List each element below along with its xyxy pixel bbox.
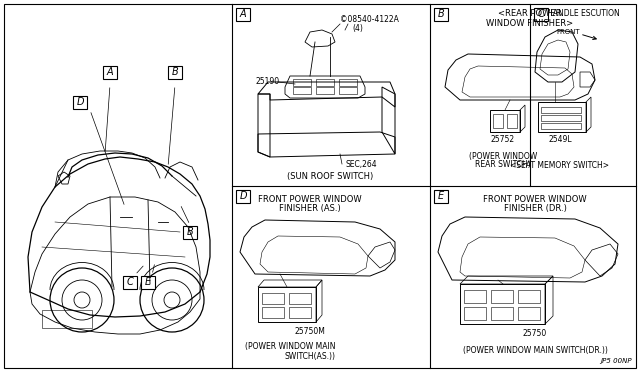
- Bar: [464, 290, 486, 303]
- Bar: [293, 87, 311, 94]
- Text: E: E: [145, 277, 151, 287]
- Bar: [339, 79, 357, 86]
- Text: B: B: [172, 67, 179, 77]
- Bar: [541, 123, 581, 129]
- Text: (POWER WINDOW: (POWER WINDOW: [469, 151, 537, 160]
- Text: <REAR POWER: <REAR POWER: [499, 10, 562, 19]
- Text: SWITCH(AS.)): SWITCH(AS.)): [285, 352, 335, 360]
- Bar: [141, 276, 155, 289]
- Text: JP5 00NP: JP5 00NP: [600, 358, 632, 364]
- Bar: [507, 114, 517, 128]
- Bar: [316, 87, 334, 94]
- Bar: [316, 79, 334, 86]
- Bar: [236, 7, 250, 20]
- Bar: [434, 7, 448, 20]
- Bar: [289, 293, 311, 304]
- Text: D: D: [239, 191, 247, 201]
- Bar: [493, 114, 503, 128]
- Bar: [289, 307, 311, 318]
- Text: (SUN ROOF SWITCH): (SUN ROOF SWITCH): [287, 171, 373, 180]
- Bar: [73, 96, 87, 109]
- Bar: [262, 293, 284, 304]
- Text: B: B: [438, 9, 444, 19]
- Bar: [339, 87, 357, 94]
- Bar: [262, 307, 284, 318]
- Text: HANDLE ESCUTION: HANDLE ESCUTION: [547, 10, 620, 19]
- Bar: [434, 189, 448, 202]
- Text: C: C: [127, 277, 133, 287]
- Bar: [236, 189, 250, 202]
- Bar: [534, 7, 548, 20]
- Text: ©08540-4122A: ©08540-4122A: [340, 16, 399, 25]
- Bar: [293, 79, 311, 86]
- Text: C: C: [538, 9, 545, 19]
- Bar: [183, 225, 197, 238]
- Text: A: A: [107, 67, 113, 77]
- Text: WINDOW FINISHER>: WINDOW FINISHER>: [486, 19, 573, 28]
- Text: FRONT POWER WINDOW: FRONT POWER WINDOW: [258, 196, 362, 205]
- Bar: [103, 65, 117, 78]
- Text: (POWER WINDOW MAIN SWITCH(DR.)): (POWER WINDOW MAIN SWITCH(DR.)): [463, 346, 607, 355]
- Text: SEC,264: SEC,264: [345, 160, 376, 169]
- Text: (POWER WINDOW MAIN: (POWER WINDOW MAIN: [244, 343, 335, 352]
- Bar: [541, 115, 581, 121]
- Text: 25752: 25752: [491, 135, 515, 144]
- Text: D: D: [76, 97, 84, 107]
- Text: <SEAT MEMORY SWITCH>: <SEAT MEMORY SWITCH>: [511, 160, 609, 170]
- Bar: [541, 107, 581, 113]
- Bar: [491, 307, 513, 320]
- Bar: [123, 276, 137, 289]
- Text: 25750: 25750: [523, 330, 547, 339]
- Bar: [518, 290, 540, 303]
- Text: (4): (4): [353, 25, 364, 33]
- Text: FRONT: FRONT: [556, 29, 580, 35]
- Text: FINISHER (DR.): FINISHER (DR.): [504, 205, 566, 214]
- Text: 2549L: 2549L: [548, 135, 572, 144]
- Text: B: B: [187, 227, 193, 237]
- Text: FINISHER (AS.): FINISHER (AS.): [279, 205, 341, 214]
- Text: E: E: [438, 191, 444, 201]
- Bar: [518, 307, 540, 320]
- Text: REAR SWITCH): REAR SWITCH): [475, 160, 531, 170]
- Bar: [168, 65, 182, 78]
- Text: FRONT POWER WINDOW: FRONT POWER WINDOW: [483, 196, 587, 205]
- Bar: [464, 307, 486, 320]
- Text: 25750M: 25750M: [294, 327, 325, 337]
- Text: 25190: 25190: [255, 77, 279, 87]
- Bar: [491, 290, 513, 303]
- Text: A: A: [240, 9, 246, 19]
- Bar: [42, 310, 92, 328]
